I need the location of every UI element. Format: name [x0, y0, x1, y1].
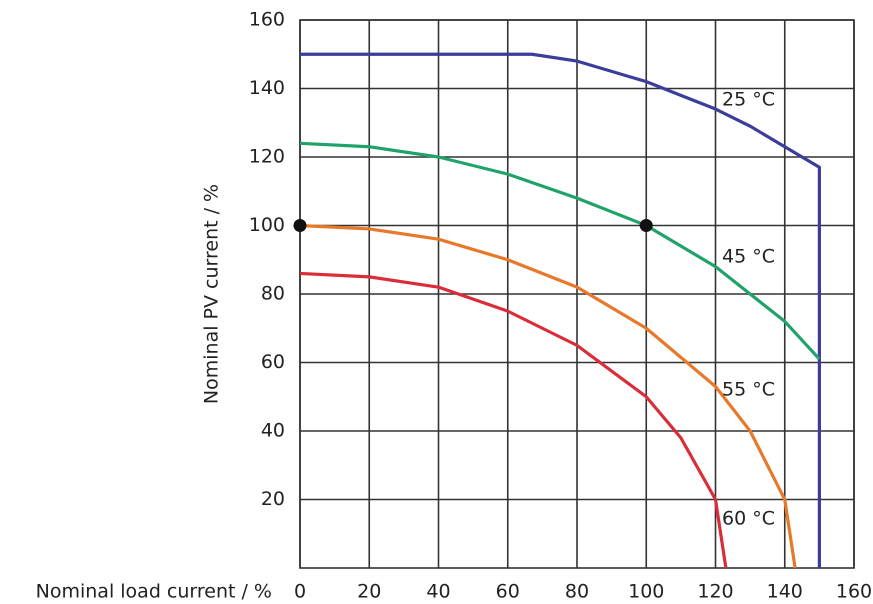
y-tick-label: 60	[261, 351, 285, 373]
series-label: 60 °C	[722, 508, 775, 530]
series-line	[299, 141, 821, 361]
y-axis-label: Nominal PV current / %	[201, 184, 223, 404]
x-tick-label: 160	[836, 581, 872, 603]
marker-point	[293, 219, 307, 232]
y-tick-label: 20	[261, 488, 285, 510]
series-line	[299, 223, 797, 569]
series-label: 55 °C	[722, 379, 775, 401]
y-tick-label: 140	[249, 77, 285, 99]
x-tick-label: 100	[628, 581, 664, 603]
x-tick-label: 0	[294, 581, 306, 603]
series-line	[300, 52, 821, 568]
y-tick-label: 120	[249, 146, 285, 168]
x-tick-label: 20	[357, 581, 381, 603]
x-tick-label: 80	[565, 581, 589, 603]
marker-point	[639, 219, 653, 232]
series-label: 45 °C	[722, 246, 775, 268]
x-tick-label: 60	[496, 581, 520, 603]
y-tick-label: 40	[261, 420, 285, 442]
y-tick-label: 160	[249, 9, 285, 31]
x-tick-label: 40	[426, 581, 450, 603]
y-tick-label: 80	[261, 283, 285, 305]
y-tick-label: 100	[249, 214, 285, 236]
x-tick-label: 120	[697, 581, 733, 603]
series-label: 25 °C	[722, 89, 775, 111]
x-tick-label: 140	[767, 581, 803, 603]
x-axis-label: Nominal load current / %	[36, 581, 272, 603]
series-line	[299, 271, 728, 569]
